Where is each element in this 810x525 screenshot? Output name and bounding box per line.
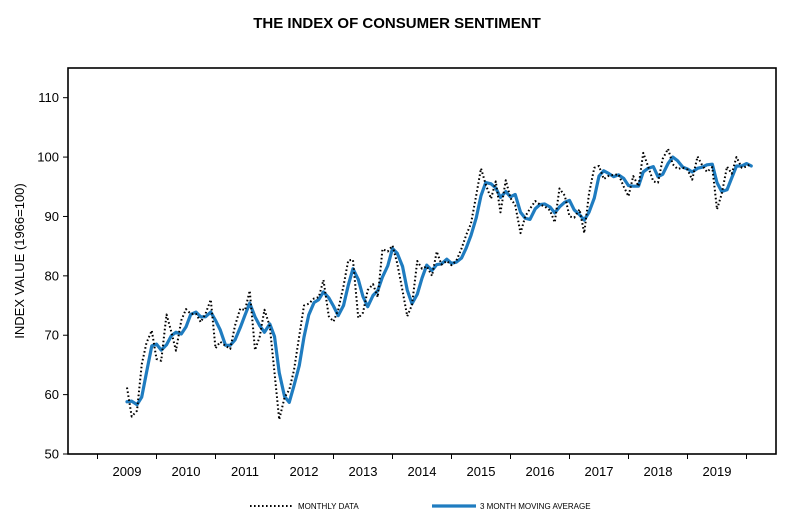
y-tick-label: 50: [45, 447, 59, 462]
y-tick-label: 110: [38, 90, 59, 105]
legend-label-moving-average: 3 MONTH MOVING AVERAGE: [480, 502, 591, 511]
series-line-moving-average: [125, 155, 753, 407]
y-tick-label: 80: [45, 268, 59, 283]
x-tick-label: 2019: [703, 464, 732, 479]
x-tick-label: 2009: [113, 464, 142, 479]
x-tick-label: 2016: [526, 464, 555, 479]
y-tick-label: 100: [37, 150, 59, 165]
y-tick-label: 90: [45, 209, 59, 224]
legend: MONTHLY DATA 3 MONTH MOVING AVERAGE: [250, 502, 591, 511]
x-tick-label: 2012: [290, 464, 319, 479]
y-axis-label: INDEX VALUE (1966=100): [12, 183, 27, 338]
x-tick-label: 2015: [467, 464, 496, 479]
legend-label-monthly-data: MONTHLY DATA: [298, 502, 359, 511]
plot-frame: [67, 67, 777, 455]
y-tick-label: 60: [45, 387, 59, 402]
y-axis-ticks: 50 60 70 80 90 100 110: [37, 90, 68, 462]
y-tick-label: 70: [45, 328, 59, 343]
x-tick-label: 2017: [585, 464, 614, 479]
x-tick-label: 2014: [408, 464, 437, 479]
x-axis-ticks: 2009 2010 2011 2012 2013 2014 2015 2016 2017 2018…: [97, 454, 747, 479]
series-layer: [125, 147, 753, 421]
chart-title: THE INDEX OF CONSUMER SENTIMENT: [253, 15, 541, 32]
series-line-monthly-data: [126, 147, 752, 421]
x-tick-label: 2018: [644, 464, 673, 479]
x-tick-label: 2010: [172, 464, 201, 479]
x-tick-label: 2011: [231, 464, 259, 479]
x-tick-label: 2013: [349, 464, 378, 479]
